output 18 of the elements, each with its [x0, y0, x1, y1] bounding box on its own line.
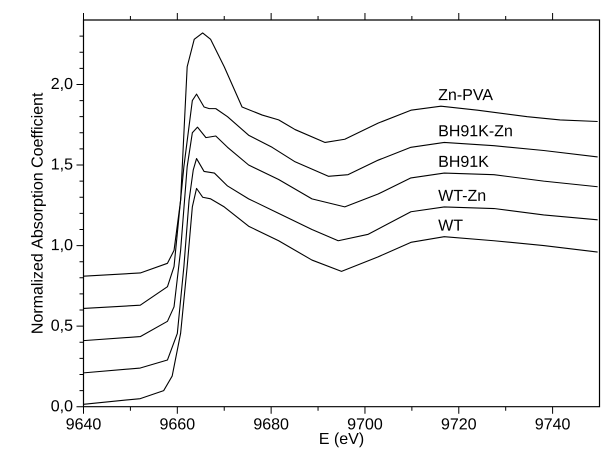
y-tick-label: 2,0 [52, 78, 72, 92]
x-tick-label: 9740 [536, 418, 570, 430]
series-label: Zn-PVA [438, 89, 493, 100]
series-label: WT [438, 220, 463, 231]
y-tick-label: 1,5 [52, 158, 72, 172]
y-tick-label: 1,0 [52, 238, 72, 252]
series-label: BH91K [439, 156, 489, 168]
y-tick-label: 0,5 [51, 320, 72, 333]
y-axis-title: Normalized Absorption Coefficient [30, 92, 46, 333]
x-tick-label: 9640 [66, 418, 101, 430]
y-tick-label: 0,0 [51, 400, 72, 414]
series-label: BH91K-Zn [439, 125, 512, 136]
x-tick-label: 9720 [442, 418, 476, 430]
x-tick-label: 9680 [254, 418, 288, 430]
x-tick-label: 9700 [348, 418, 382, 430]
x-tick-label: 9660 [160, 418, 194, 430]
series-label: WT-Zn [438, 190, 486, 201]
x-axis-title: E (eV) [320, 432, 364, 448]
